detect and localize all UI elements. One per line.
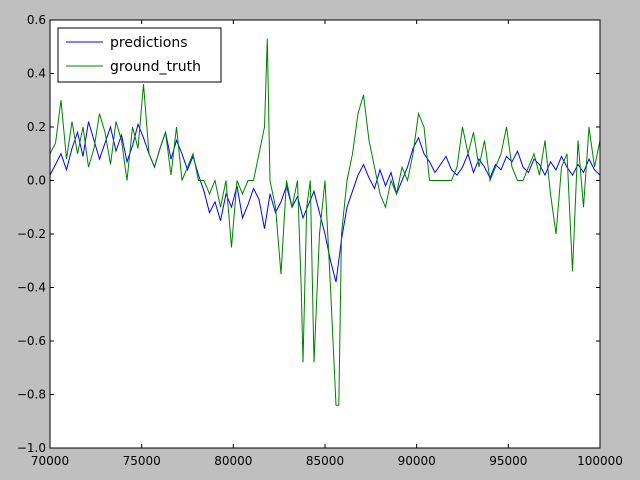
x-tick-label: 85000 (306, 454, 344, 468)
x-tick-label: 80000 (214, 454, 252, 468)
legend: predictions ground_truth (57, 27, 222, 83)
y-tick-label: 0.2 (27, 120, 46, 134)
y-tick-label: −0.6 (17, 334, 46, 348)
x-tick-label: 90000 (398, 454, 436, 468)
y-tick-label: −0.2 (17, 227, 46, 241)
legend-label-predictions: predictions (110, 35, 188, 51)
y-tick-label: −1.0 (17, 441, 46, 455)
y-tick-label: −0.8 (17, 388, 46, 402)
legend-box (57, 27, 222, 83)
x-tick-label: 100000 (577, 454, 623, 468)
series-layer (49, 38, 601, 406)
x-tick-label: 95000 (489, 454, 527, 468)
x-tick-label: 75000 (123, 454, 161, 468)
series-line-ground-truth (49, 38, 601, 406)
x-axis: 70000 75000 80000 85000 90000 95000 100000 (31, 20, 623, 468)
legend-label-ground-truth: ground_truth (110, 59, 201, 75)
y-axis: −1.0 −0.8 −0.6 −0.4 −0.2 0.0 0.2 0.4 0.6 (17, 13, 600, 455)
y-tick-label: 0.4 (27, 67, 46, 81)
x-tick-label: 70000 (31, 454, 69, 468)
y-tick-label: 0.6 (27, 13, 46, 27)
y-tick-label: 0.0 (27, 174, 46, 188)
y-tick-label: −0.4 (17, 281, 46, 295)
series-line-predictions (49, 121, 601, 283)
